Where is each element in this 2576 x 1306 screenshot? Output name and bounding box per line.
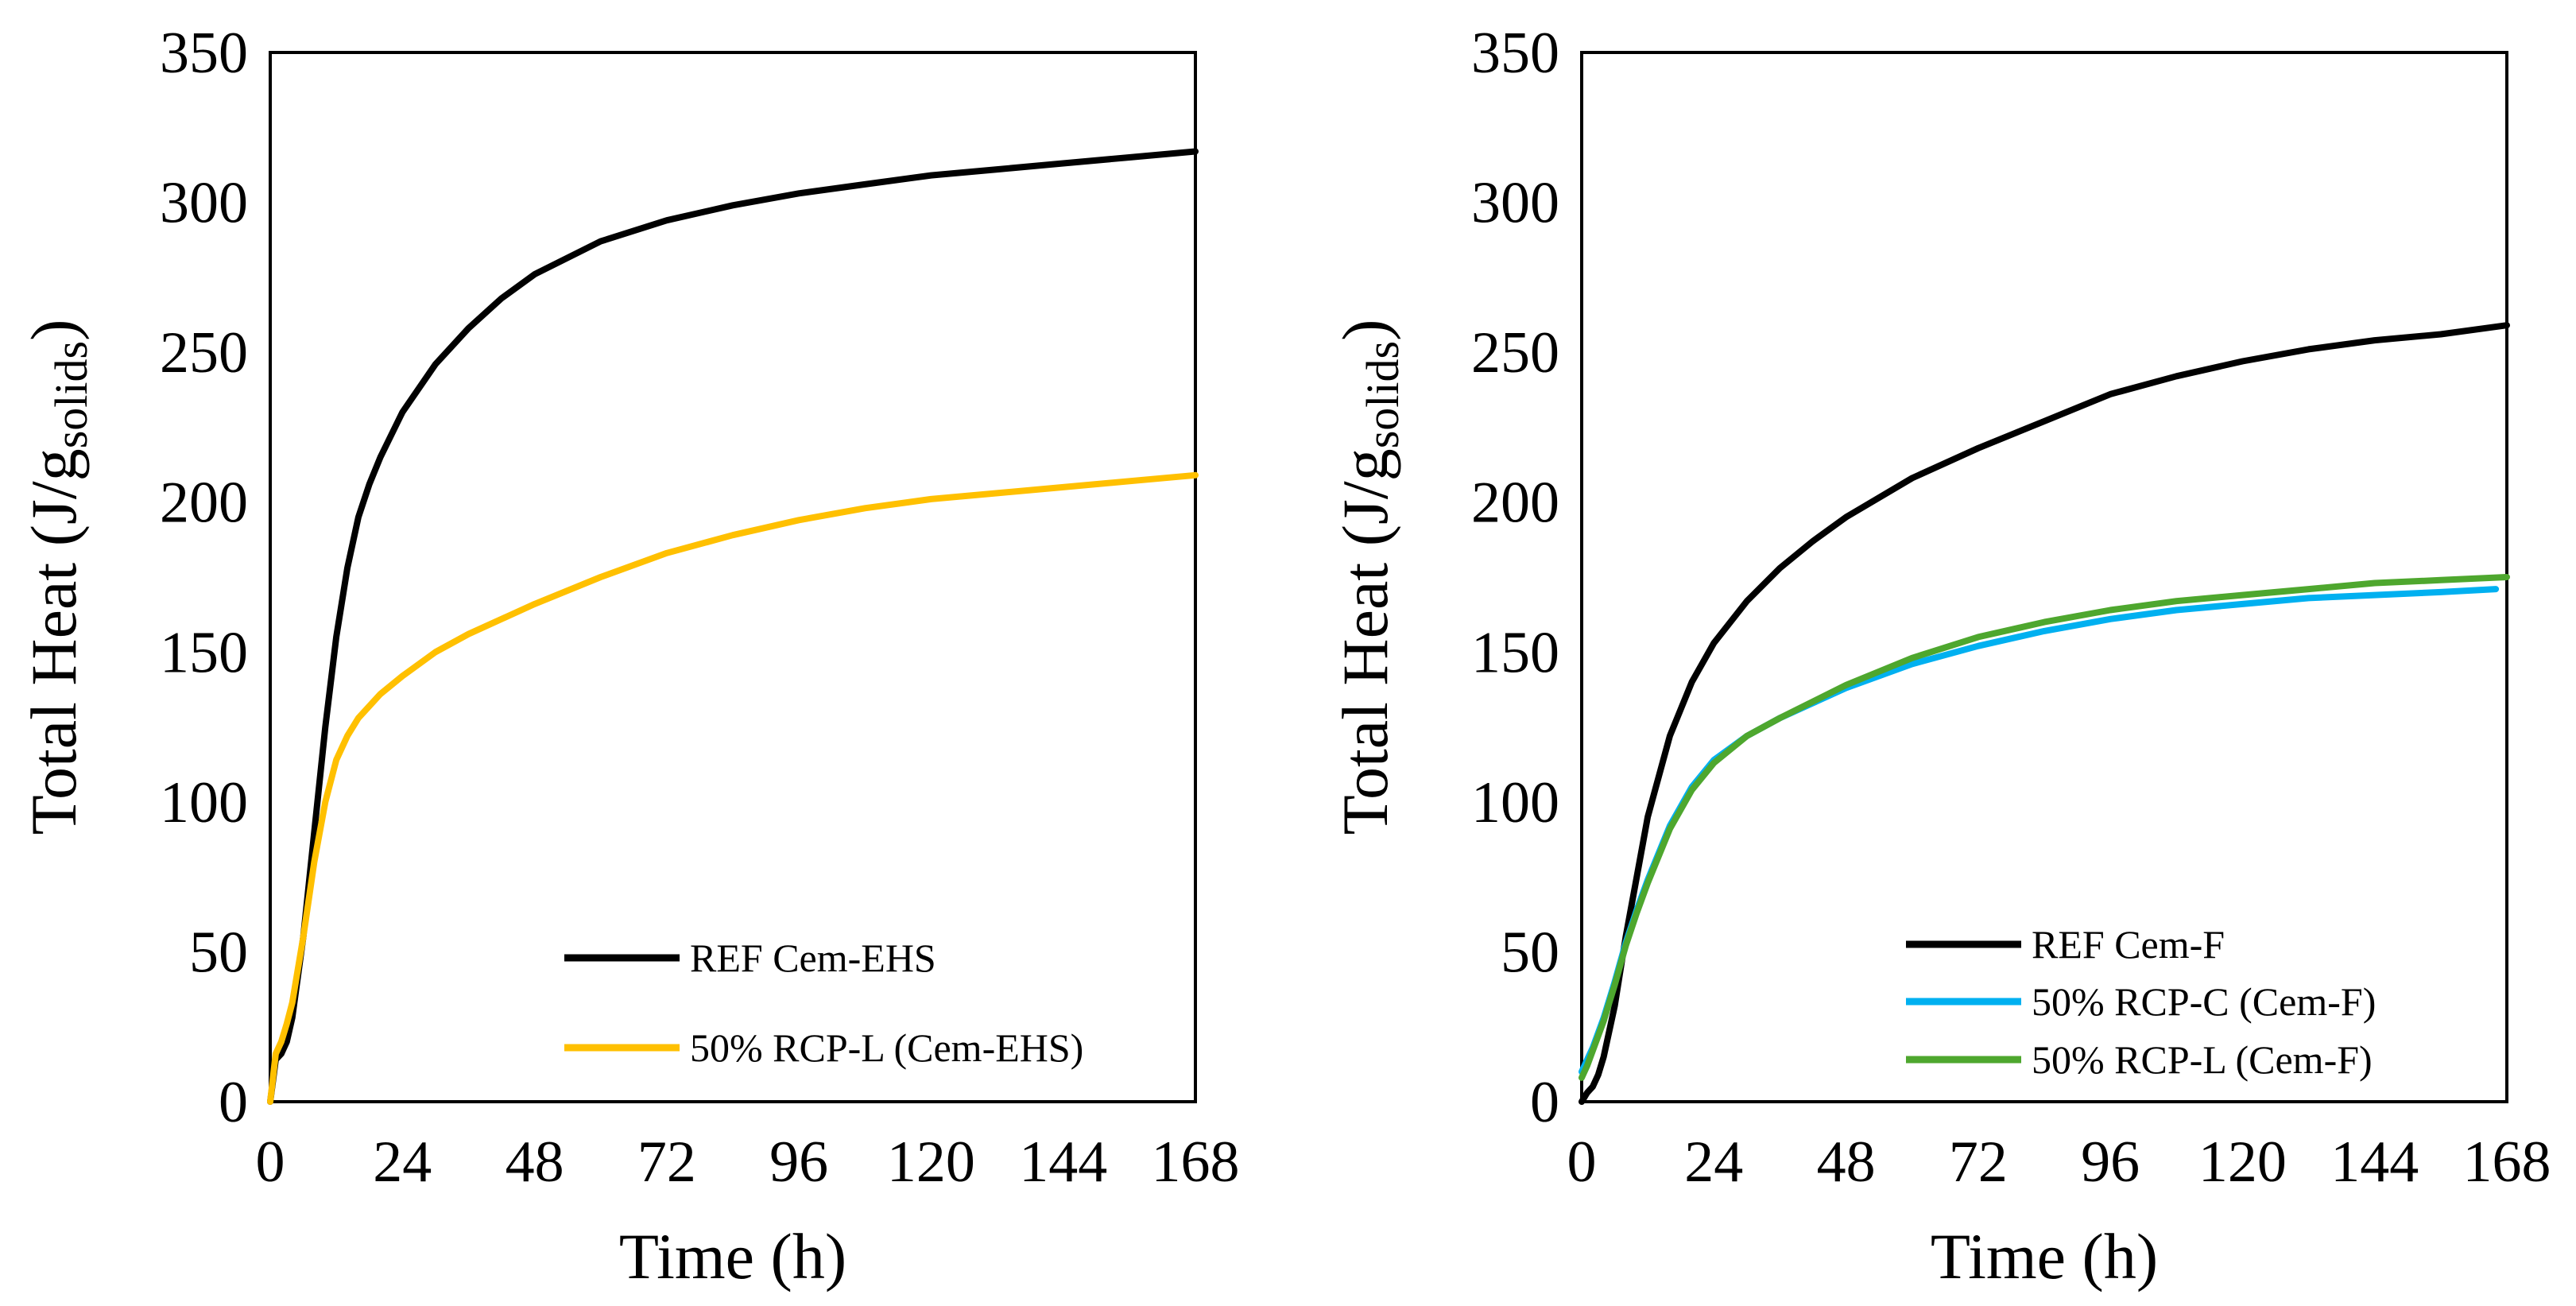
- x-tick-labels-right: 0 24 48 72 96 120 144 168: [1567, 1130, 2551, 1195]
- legend-left: REF Cem-EHS 50% RCP-L (Cem-EHS): [564, 936, 1083, 1070]
- plot-area-left: [269, 51, 1197, 1103]
- y-tick-label-right-350: 350: [1471, 21, 1559, 86]
- series-line-right-0: [1579, 322, 2510, 1105]
- y-tick-labels-left: 0 50 100 150 200 250 300 350: [160, 21, 248, 1135]
- x-axis-title-left: Time (h): [619, 1220, 846, 1292]
- y-tick-label-left-150: 150: [160, 620, 248, 685]
- y-axis-title-right-main: Total Heat (J/g: [1329, 448, 1401, 835]
- x-tick-label-right-168: 168: [2463, 1130, 2551, 1195]
- x-tick-label-right-120: 120: [2198, 1130, 2287, 1195]
- x-tick-label-left-24: 24: [373, 1130, 432, 1195]
- y-tick-label-left-250: 250: [160, 320, 248, 386]
- x-tick-label-left-168: 168: [1152, 1130, 1240, 1195]
- series-line-right-2: [1579, 574, 2510, 1081]
- y-tick-label-left-350: 350: [160, 21, 248, 86]
- x-tick-label-left-144: 144: [1019, 1130, 1107, 1195]
- y-tick-label-left-50: 50: [189, 920, 248, 985]
- chart-left: 0 50 100 150 200 250 300 350 0 24 48 72 96 120 144 168…: [17, 21, 1240, 1292]
- y-axis-title-right-close: ): [1329, 320, 1401, 341]
- y-tick-label-left-300: 300: [160, 171, 248, 236]
- y-axis-title-right: Total Heat (J/gsolids): [1329, 320, 1408, 835]
- y-axis-title-left-close: ): [17, 320, 90, 341]
- y-tick-label-right-250: 250: [1471, 320, 1559, 386]
- x-tick-label-left-48: 48: [506, 1130, 564, 1195]
- y-tick-label-left-100: 100: [160, 770, 248, 835]
- legend-label-rcp-c-cem-f: 50% RCP-C (Cem-F): [2032, 979, 2376, 1024]
- x-tick-label-right-24: 24: [1684, 1130, 1743, 1195]
- y-tick-label-right-0: 0: [1530, 1070, 1559, 1135]
- x-axis-title-right: Time (h): [1931, 1220, 2158, 1292]
- y-axis-title-left-sub: solids: [45, 341, 97, 448]
- legend-right: REF Cem-F 50% RCP-C (Cem-F) 50% RCP-L (C…: [1906, 922, 2376, 1082]
- legend-label-ref-cem-ehs: REF Cem-EHS: [690, 936, 936, 980]
- x-tick-label-right-72: 72: [1949, 1130, 2008, 1195]
- legend-label-rcp-l-cem-f: 50% RCP-L (Cem-F): [2032, 1037, 2373, 1082]
- y-tick-label-right-150: 150: [1471, 620, 1559, 685]
- y-tick-label-left-0: 0: [219, 1070, 248, 1135]
- x-tick-label-right-144: 144: [2330, 1130, 2419, 1195]
- legend-label-rcp-l-cem-ehs: 50% RCP-L (Cem-EHS): [690, 1025, 1083, 1070]
- x-tick-labels-left: 0 24 48 72 96 120 144 168: [256, 1130, 1240, 1195]
- y-axis-title-left-main: Total Heat (J/g: [17, 448, 90, 835]
- x-tick-label-right-48: 48: [1817, 1130, 1876, 1195]
- y-axis-title-left: Total Heat (J/gsolids): [17, 320, 97, 835]
- y-tick-labels-right: 0 50 100 150 200 250 300 350: [1471, 21, 1559, 1135]
- y-tick-label-right-300: 300: [1471, 171, 1559, 236]
- x-tick-label-left-120: 120: [887, 1130, 975, 1195]
- x-tick-label-right-0: 0: [1567, 1130, 1597, 1195]
- series-line-left-1: [267, 471, 1199, 1105]
- y-axis-title-right-sub: solids: [1357, 341, 1408, 448]
- y-tick-label-right-200: 200: [1471, 471, 1559, 536]
- series-lines-right: [1579, 322, 2510, 1105]
- x-tick-label-left-72: 72: [637, 1130, 696, 1195]
- chart-right: 0 50 100 150 200 250 300 350 0 24 48 72 96 120 144 168…: [1329, 21, 2551, 1292]
- x-tick-label-left-0: 0: [256, 1130, 285, 1195]
- y-tick-label-right-50: 50: [1501, 920, 1559, 985]
- legend-label-ref-cem-f: REF Cem-F: [2032, 922, 2225, 967]
- y-tick-label-left-200: 200: [160, 471, 248, 536]
- series-lines-left: [267, 148, 1199, 1105]
- x-tick-label-left-96: 96: [769, 1130, 828, 1195]
- y-tick-label-right-100: 100: [1471, 770, 1559, 835]
- x-tick-label-right-96: 96: [2081, 1130, 2140, 1195]
